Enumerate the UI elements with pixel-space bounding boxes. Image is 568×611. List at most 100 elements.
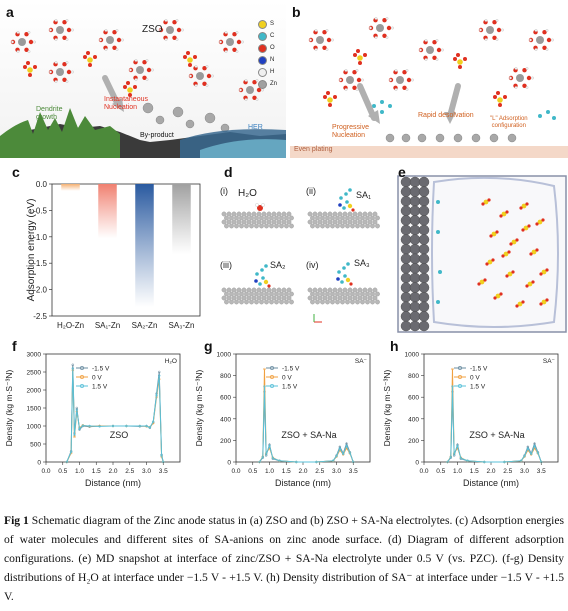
y-tick-label: 400	[220, 416, 231, 423]
x-tick-label: 1.0	[265, 468, 274, 475]
oxygen-atom	[352, 85, 357, 90]
legend-label: 0 V	[470, 375, 480, 382]
sulfur-atom	[483, 199, 489, 205]
sa1-molecule	[338, 188, 355, 212]
oxygen-atom	[481, 202, 485, 206]
water-cluster	[10, 31, 36, 53]
chart-annotation: ZSO + SA-Na	[469, 430, 524, 440]
oxygen-atom	[545, 298, 549, 302]
zinc-atom	[335, 291, 340, 297]
data-point	[335, 454, 338, 458]
zinc-atom	[335, 223, 340, 229]
sulfur-atom	[527, 281, 533, 287]
water-cluster	[478, 19, 504, 41]
zinc-ion	[246, 86, 254, 94]
x-tick-label: 0.5	[58, 468, 67, 475]
zinc-atom	[142, 102, 154, 114]
hydrogen-atom	[495, 19, 499, 22]
zinc-atom	[269, 215, 274, 221]
zinc-atom	[352, 219, 358, 225]
legend-label: -1.5 V	[282, 366, 300, 373]
zinc-atom	[418, 272, 430, 284]
series-line	[66, 368, 164, 463]
data-point	[98, 425, 101, 428]
zinc-atom	[352, 295, 358, 301]
panel-d: d (i) H₂O (ii) SA₁ (iii) SA₂ (iv) SA₃	[214, 162, 390, 338]
zinc-atom	[271, 295, 277, 301]
x-axis-label: Distance (nm)	[463, 478, 519, 488]
hydrogen-atom	[394, 69, 398, 72]
data-point	[65, 460, 69, 464]
oxygen-atom	[353, 53, 357, 57]
legend-entry: C	[258, 30, 277, 42]
oxygen-atom	[322, 45, 327, 50]
sulfur-atom	[479, 279, 485, 285]
zinc-atom	[350, 299, 355, 305]
carbon-atom	[538, 114, 542, 118]
hydrogen-atom	[435, 39, 439, 42]
zinc-atom	[435, 133, 445, 143]
zinc-atom	[325, 291, 330, 297]
hydrogen-atom	[244, 79, 248, 82]
zinc-atom	[259, 291, 264, 297]
zinc-atom	[322, 211, 328, 217]
zinc-atom	[317, 287, 323, 293]
oxygen-atom	[206, 73, 212, 79]
caption-fig-label: Fig 1	[4, 514, 29, 527]
data-point	[157, 370, 161, 374]
zinc-atom	[204, 112, 216, 124]
panel-label: b	[292, 4, 301, 20]
zinc-atom	[409, 215, 421, 226]
adsorption-label: "L" Adsorption configuration	[490, 116, 528, 129]
carbon-atom	[260, 268, 264, 272]
water-cluster	[218, 31, 244, 53]
sub-i-num: (i)	[220, 186, 228, 196]
x-tick-label: 0.5	[436, 468, 445, 475]
oxygen-atom	[23, 65, 27, 69]
zinc-atom	[244, 299, 249, 305]
hydrogen-atom	[545, 29, 549, 32]
hydrogen-atom	[551, 38, 554, 42]
y-tick-label: 500	[30, 442, 41, 449]
bar	[61, 184, 80, 191]
x-tick-label: 3.0	[142, 468, 151, 475]
zinc-atom	[409, 320, 421, 332]
zinc-atom	[259, 299, 264, 305]
bar	[98, 184, 117, 239]
panel-h: h 0 200 400 600 800 1000 0.0 0.5 1.0 1.5 2.0 2.5 3.0…	[378, 338, 568, 506]
zinc-atom	[347, 295, 353, 301]
zinc-slab	[221, 287, 294, 305]
hydrogen-atom	[385, 36, 389, 39]
zinc-ion	[226, 38, 234, 46]
legend-label: S	[270, 21, 275, 27]
zinc-atom	[340, 299, 345, 305]
carbon-atom	[264, 264, 268, 268]
series-line	[66, 364, 164, 463]
hydrogen-atom	[531, 76, 534, 80]
x-tick-label: 3.0	[332, 468, 341, 475]
sulfur-atom	[491, 231, 497, 237]
sulfate-ion	[123, 81, 137, 97]
hydrogen-atom	[194, 65, 198, 68]
hydrogen-atom	[534, 48, 538, 51]
zinc-atom	[409, 291, 421, 303]
zinc-atom	[330, 299, 335, 305]
hydrogen-atom	[54, 38, 58, 41]
zinc-atom	[274, 291, 279, 297]
hydrogen-atom	[27, 50, 31, 53]
zinc-atom	[274, 299, 279, 305]
oxygen-atom	[456, 53, 460, 57]
zinc-ion	[516, 74, 524, 82]
hydrogen-atom	[27, 31, 31, 34]
zinc-atom	[418, 215, 430, 226]
species-label: H₂O	[165, 358, 177, 365]
data-point	[526, 447, 530, 450]
hydrogen-atom	[391, 26, 394, 30]
data-point	[523, 454, 526, 458]
oxygen-atom	[545, 268, 549, 272]
hydrogen-atom	[325, 29, 329, 32]
chart-annotation: ZSO	[110, 430, 129, 440]
sulfate-ion	[83, 51, 97, 67]
oxygen-atom	[323, 95, 327, 99]
zinc-atom	[241, 287, 247, 293]
